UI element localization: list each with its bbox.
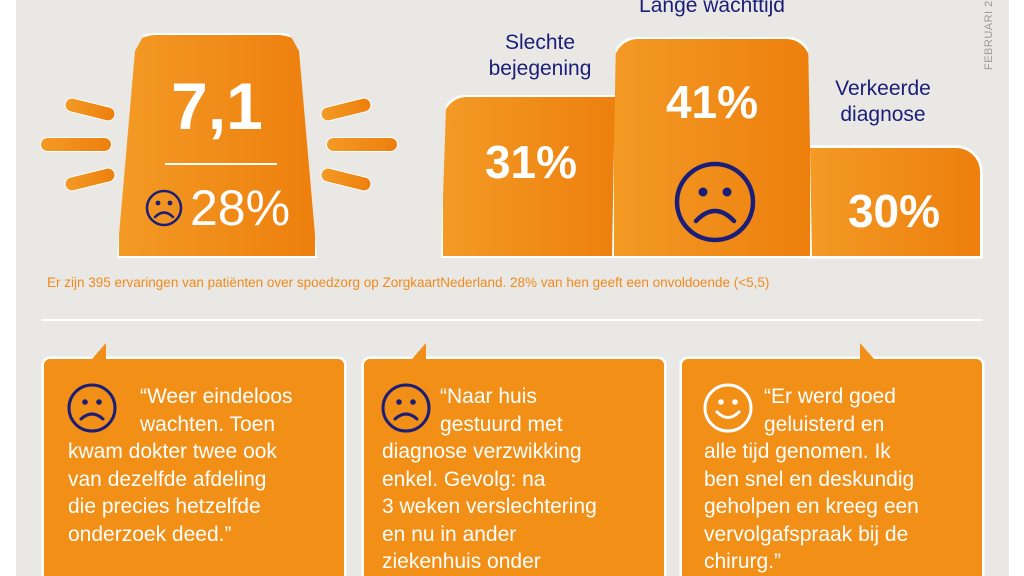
podium-block-slechte-bejegening: 31% [441, 95, 621, 258]
podium-label-verkeerde-diagnose: Verkeerde diagnose [835, 77, 931, 126]
section-divider [42, 319, 982, 321]
podium-label-lange-wachttijd: Lange wachttijd [639, 0, 785, 17]
insufficient-percentage: 28% [189, 180, 291, 236]
sad-face-icon [381, 383, 431, 433]
siren-score-box: 7,1 28% [117, 33, 317, 258]
podium-value: 31% [484, 136, 578, 188]
sad-face-icon [145, 189, 183, 227]
quote-bubble-2: “Naar huis gestuurd met diagnose verzwik… [362, 343, 666, 576]
podium-value: 30% [847, 185, 941, 237]
date-side-label: FEBRUARI 2 [983, 0, 995, 70]
average-score: 7,1 [171, 69, 263, 143]
sad-face-icon [67, 383, 117, 433]
footnote-text: Er zijn 395 ervaringen van patiënten ove… [47, 275, 770, 290]
podium-label-slechte-bejegening: Slechte bejegening [488, 31, 592, 80]
siren-ray-left-mid [40, 137, 112, 152]
score-divider [165, 163, 277, 165]
podium-block-verkeerde-diagnose: 30% [806, 146, 982, 258]
podium-value: 41% [665, 76, 759, 128]
quote-text: “Er werd goed geluisterd en alle tijd ge… [704, 385, 919, 573]
quote-text: “Weer eindeloos wachten. Toen kwam dokte… [68, 385, 293, 546]
happy-face-icon [703, 383, 753, 433]
quote-bubble-1: “Weer eindeloos wachten. Toen kwam dokte… [42, 343, 346, 576]
quote-text: “Naar huis gestuurd met diagnose verzwik… [382, 385, 597, 573]
siren-ray-right-mid [326, 137, 398, 152]
podium-block-lange-wachttijd: 41% [612, 37, 812, 258]
quote-bubble-3: “Er werd goed geluisterd en alle tijd ge… [680, 343, 984, 576]
sad-face-icon [674, 161, 756, 243]
